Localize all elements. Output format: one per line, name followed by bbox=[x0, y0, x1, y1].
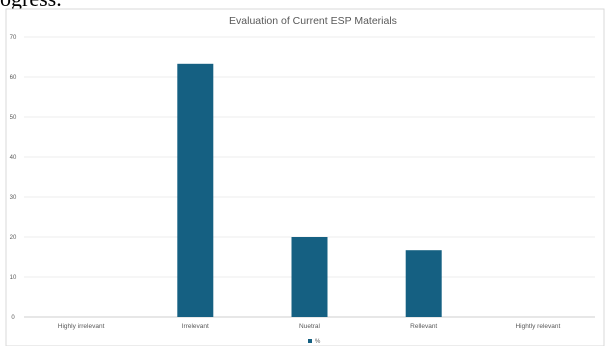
legend-swatch bbox=[308, 339, 312, 343]
y-tick-label: 0 bbox=[11, 315, 15, 321]
y-tick-label: 60 bbox=[10, 75, 17, 81]
legend-label: % bbox=[315, 339, 321, 345]
y-tick-label: 30 bbox=[10, 195, 17, 201]
x-category-label: Hightly relevant bbox=[515, 323, 560, 330]
y-tick-label: 40 bbox=[10, 155, 17, 161]
y-axis-ticks: 0 10 20 30 40 50 60 70 bbox=[10, 35, 17, 321]
bar bbox=[405, 250, 442, 317]
x-category-label: Highly irrelevant bbox=[58, 323, 105, 330]
bars bbox=[177, 63, 442, 317]
x-axis-labels: Highly irrelevant Irrelevant Nuetral Rellev… bbox=[58, 323, 561, 330]
legend: % bbox=[308, 339, 321, 345]
x-category-label: Irrelevant bbox=[182, 323, 209, 330]
gridlines bbox=[24, 36, 595, 318]
bar bbox=[177, 63, 214, 317]
y-tick-label: 50 bbox=[10, 115, 17, 121]
bar bbox=[291, 237, 328, 317]
y-tick-label: 70 bbox=[10, 35, 17, 41]
chart-title: Evaluation of Current ESP Materials bbox=[229, 15, 397, 27]
y-tick-label: 20 bbox=[10, 235, 17, 241]
x-category-label: Nuetral bbox=[299, 323, 321, 330]
page-text-fragment: ogress. bbox=[0, 0, 62, 12]
y-tick-label: 10 bbox=[10, 275, 17, 281]
x-category-label: Rellevant bbox=[410, 323, 437, 330]
